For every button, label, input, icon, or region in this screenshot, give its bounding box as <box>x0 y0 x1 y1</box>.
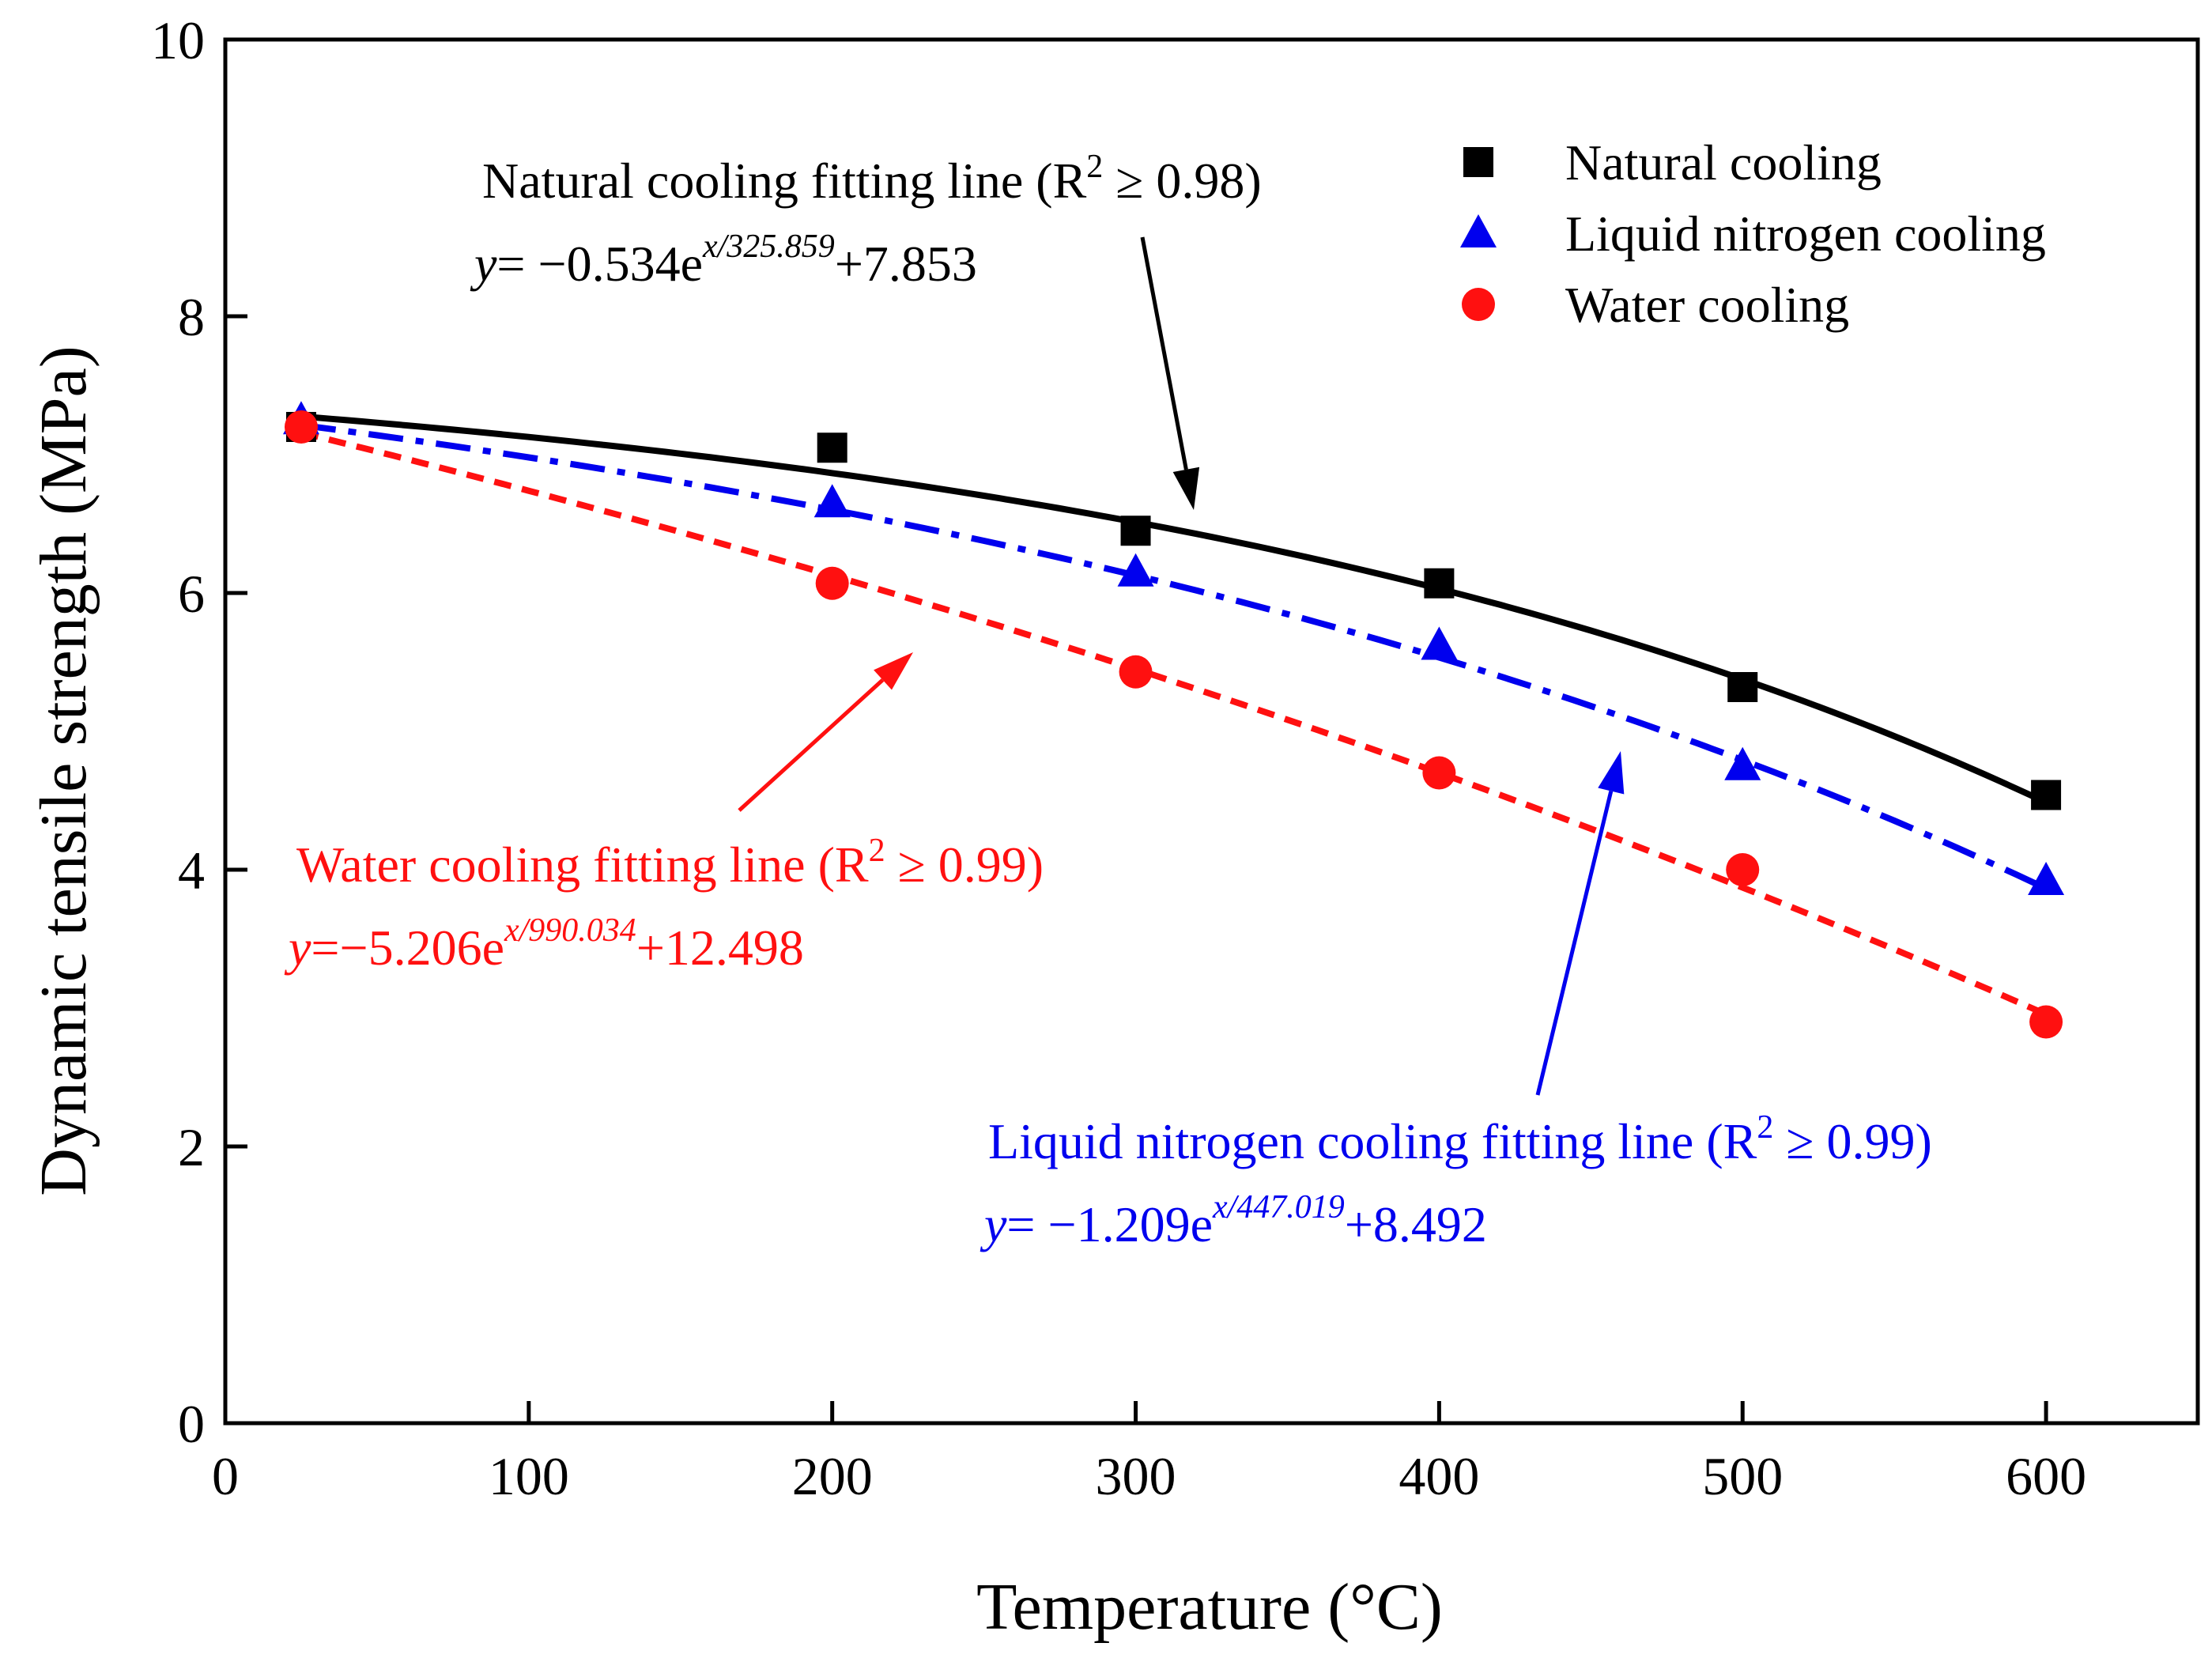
legend: Natural cooling Liquid nitrogen cooling Wa… <box>1460 134 2046 333</box>
fit-line <box>300 413 2048 806</box>
data-point <box>1120 516 1151 546</box>
axes: 0 100 200 300 400 500 600 0 2 4 6 8 10 <box>151 10 2200 1506</box>
legend-marker <box>1463 147 1493 177</box>
fit-annotation: Water cooling fitting line (R2 ≥ 0.99) y=… <box>284 833 1044 976</box>
annotation-arrow <box>1140 236 1200 510</box>
arrow-shaft <box>1535 790 1614 1096</box>
legend-marker <box>1460 214 1497 247</box>
data-point <box>1724 746 1761 780</box>
annotation-arrow <box>1535 751 1625 1096</box>
y-tick-label: 6 <box>178 564 205 624</box>
y-tick-label: 10 <box>151 10 205 70</box>
x-tick-label: 0 <box>212 1446 239 1506</box>
legend-marker <box>1462 288 1495 321</box>
y-axis-title: Dynamic tensile strength (MPa) <box>27 346 100 1195</box>
fit-equation: y= −1.209ex/447.019+8.492 <box>980 1189 1487 1252</box>
arrow-shaft <box>1140 236 1188 470</box>
x-tick-label: 300 <box>1096 1446 1176 1506</box>
data-points <box>282 401 2065 1039</box>
x-axis-title: Temperature (°C) <box>976 1570 1443 1644</box>
data-point <box>815 566 849 600</box>
fit-equation: y=−5.206ex/990.034+12.498 <box>284 912 804 976</box>
data-point <box>817 432 847 463</box>
data-point <box>1119 655 1153 689</box>
data-point <box>284 410 318 444</box>
arrow-head <box>1172 466 1200 510</box>
legend-label: Water cooling <box>1565 277 1849 333</box>
fit-annotation: Liquid nitrogen cooling fitting line (R2… <box>980 1109 1932 1252</box>
arrow-shaft <box>738 678 885 812</box>
data-point <box>1727 672 1758 702</box>
x-tick-label: 500 <box>1702 1446 1783 1506</box>
annotations: Natural cooling fitting line (R2 ≥ 0.98)… <box>284 149 1932 1252</box>
legend-label: Natural cooling <box>1565 134 1882 191</box>
y-tick-label: 2 <box>178 1117 205 1177</box>
fit-title: Water cooling fitting line (R2 ≥ 0.99) <box>296 833 1044 893</box>
legend-label: Liquid nitrogen cooling <box>1565 206 2046 262</box>
data-point <box>1726 853 1760 886</box>
y-tick-label: 0 <box>178 1394 205 1454</box>
fit-title: Liquid nitrogen cooling fitting line (R2… <box>988 1109 1932 1169</box>
x-tick-label: 600 <box>2006 1446 2086 1506</box>
arrow-head <box>874 652 913 690</box>
fit-title: Natural cooling fitting line (R2 ≥ 0.98) <box>482 149 1262 209</box>
x-tick-label: 200 <box>792 1446 873 1506</box>
y-tick-label: 4 <box>178 840 205 901</box>
data-point <box>2029 1005 2063 1039</box>
fit-line <box>300 421 2048 892</box>
data-point <box>813 484 851 518</box>
data-point <box>1422 756 1456 790</box>
fit-annotation: Natural cooling fitting line (R2 ≥ 0.98)… <box>470 149 1262 292</box>
data-point <box>1424 568 1455 599</box>
fit-equation: y= −0.534ex/325.859+7.853 <box>470 228 977 292</box>
data-point <box>2031 780 2062 810</box>
y-tick-label: 8 <box>178 287 205 347</box>
arrow-head <box>1598 751 1625 795</box>
x-tick-label: 400 <box>1399 1446 1479 1506</box>
data-point <box>1117 553 1154 587</box>
fit-line <box>300 429 2048 1018</box>
annotation-arrow <box>738 652 913 812</box>
x-tick-label: 100 <box>489 1446 569 1506</box>
plot-frame <box>223 37 2200 1426</box>
data-point <box>1421 626 1458 660</box>
data-point <box>2028 862 2065 895</box>
